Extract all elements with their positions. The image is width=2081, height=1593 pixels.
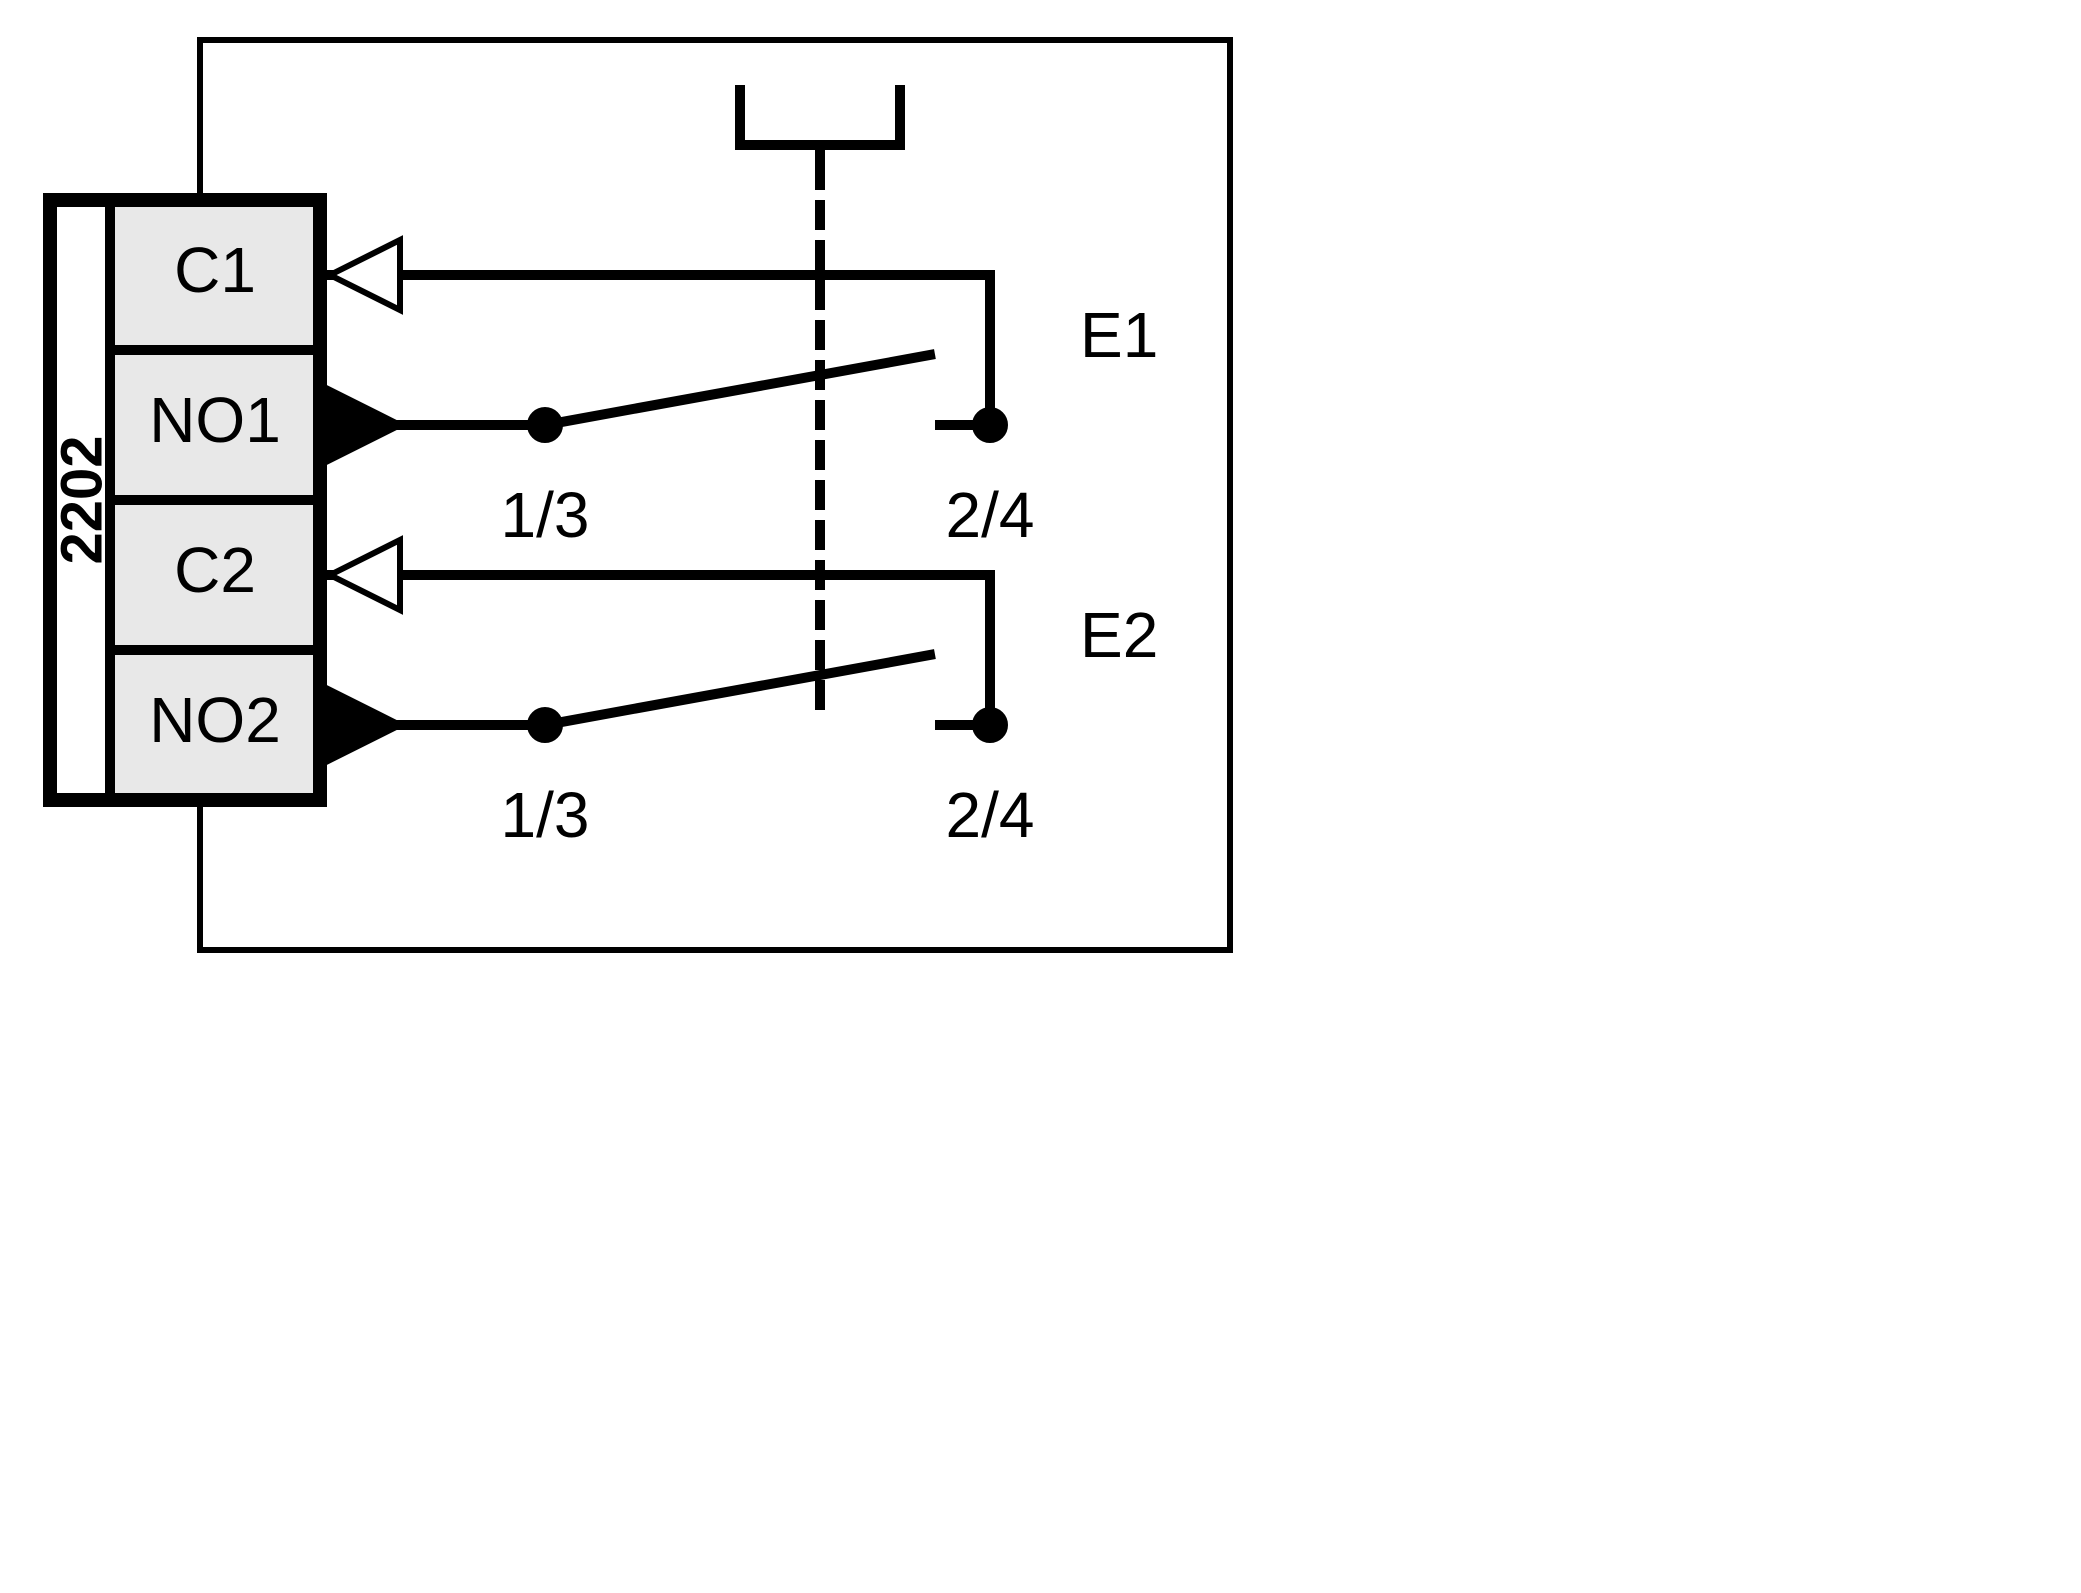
svg-text:E1: E1 — [1080, 299, 1158, 371]
svg-text:NO1: NO1 — [149, 384, 281, 456]
svg-text:E2: E2 — [1080, 599, 1158, 671]
svg-text:2/4: 2/4 — [946, 779, 1035, 851]
svg-text:C2: C2 — [174, 534, 256, 606]
svg-text:2/4: 2/4 — [946, 479, 1035, 551]
svg-text:1/3: 1/3 — [501, 479, 590, 551]
circuit-diagram: 2202 C1 NO1 C2 NO2 1/3 2/4 E1 1/3 2/4 E2 — [20, 20, 1264, 973]
svg-text:2202: 2202 — [49, 435, 114, 564]
svg-text:C1: C1 — [174, 234, 256, 306]
svg-text:NO2: NO2 — [149, 684, 281, 756]
svg-text:1/3: 1/3 — [501, 779, 590, 851]
